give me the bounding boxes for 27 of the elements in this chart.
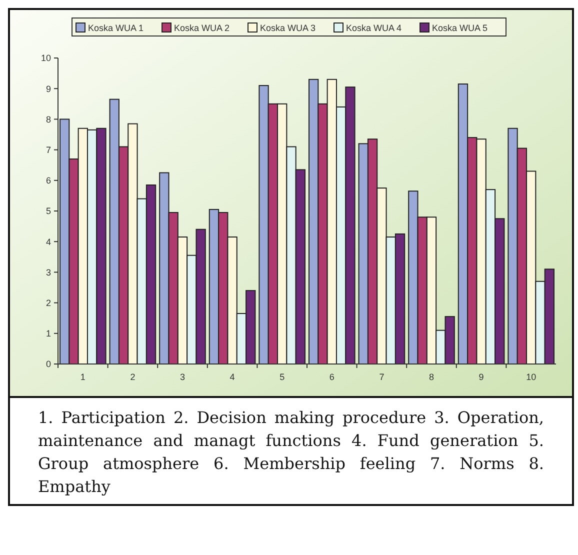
x-tick-label: 9 bbox=[478, 372, 484, 382]
legend-label: Koska WUA 3 bbox=[260, 23, 316, 33]
legend-label: Koska WUA 1 bbox=[88, 23, 144, 33]
x-tick-label: 1 bbox=[80, 372, 86, 382]
legend-label: Koska WUA 2 bbox=[174, 23, 230, 33]
y-tick-label: 7 bbox=[46, 144, 51, 155]
x-tick-label: 5 bbox=[280, 372, 285, 382]
x-tick-label: 10 bbox=[526, 372, 536, 382]
y-tick-label: 9 bbox=[46, 84, 51, 94]
x-tick-label: 4 bbox=[230, 372, 235, 382]
x-tick-label: 7 bbox=[379, 372, 384, 382]
x-tick-label: 2 bbox=[130, 372, 136, 382]
y-tick-label: 1 bbox=[46, 328, 51, 339]
text: 1. Participation 2. Decision making procedure 3. Operation, maintenance and managt functions 4. Fund generation 5. Group atmosphere 6. Membership feeling 7. Norms 8. Empathy bbox=[38, 407, 544, 498]
y-tick-label: 4 bbox=[46, 236, 51, 247]
y-tick-label: 2 bbox=[46, 298, 51, 308]
x-tick-label: 3 bbox=[180, 372, 186, 382]
x-tick-label: 6 bbox=[329, 372, 334, 382]
y-tick-label: 8 bbox=[46, 114, 51, 124]
legend-label: Koska WUA 5 bbox=[432, 23, 488, 33]
y-tick-label: 0 bbox=[46, 359, 51, 370]
y-tick-label: 3 bbox=[46, 267, 51, 278]
y-tick-label: 10 bbox=[40, 53, 51, 64]
y-tick-label: 5 bbox=[46, 206, 51, 216]
x-tick-label: 8 bbox=[428, 372, 434, 382]
legend-label: Koska WUA 4 bbox=[346, 23, 402, 33]
y-tick-label: 6 bbox=[46, 176, 51, 186]
